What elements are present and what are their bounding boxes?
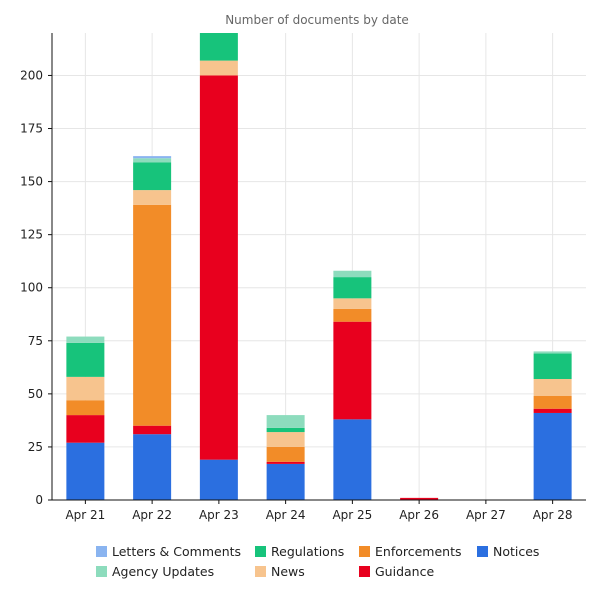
x-tick-label: Apr 21: [65, 508, 105, 522]
gridlines: [52, 33, 586, 500]
bar-segment-guidance: [66, 415, 105, 443]
legend-swatch: [359, 566, 370, 577]
y-tick-label: 175: [20, 122, 43, 136]
legend-item[interactable]: Guidance: [359, 564, 434, 579]
legend-item[interactable]: News: [255, 564, 305, 579]
legend-item[interactable]: Enforcements: [359, 544, 462, 559]
legend-label: Letters & Comments: [112, 544, 241, 559]
bar-segment-regulations: [133, 162, 172, 191]
bar-segment-regulations: [266, 427, 305, 433]
bar-segment-guidance: [400, 497, 439, 500]
legend: Letters & Comments Regulations Enforcement…: [96, 544, 539, 579]
bar-segment-guidance: [533, 408, 572, 413]
legend-label: Agency Updates: [112, 564, 214, 579]
tick-labels: 0 25 50 75 100 125 150 175 200 Apr 21 Apr 22 Apr 23…: [20, 68, 572, 522]
legend-label: Enforcements: [375, 544, 462, 559]
bar-segment-agency-updates: [266, 415, 305, 428]
legend-swatch: [477, 546, 488, 557]
legend-swatch: [255, 546, 266, 557]
legend-item[interactable]: Regulations: [255, 544, 344, 559]
legend-swatch: [359, 546, 370, 557]
y-tick-label: 150: [20, 175, 43, 189]
bar-segment-news: [199, 60, 238, 76]
x-tick-label: Apr 27: [466, 508, 506, 522]
x-tick-label: Apr 24: [266, 508, 306, 522]
bar-segment-notices: [333, 419, 372, 500]
chart-title: Number of documents by date: [225, 13, 409, 27]
bar-segment-enforcements: [266, 446, 305, 462]
bar-segment-news: [533, 379, 572, 396]
legend-label: News: [271, 564, 305, 579]
y-tick-label: 200: [20, 68, 43, 82]
x-tick-label: Apr 26: [399, 508, 439, 522]
bar-segment-guidance: [199, 75, 238, 460]
bar-segment-guidance: [133, 425, 172, 435]
bar-segment-news: [333, 298, 372, 309]
bar-segment-news: [133, 190, 172, 205]
bar-segment-news: [266, 432, 305, 447]
bar-segment-agency-updates: [66, 336, 105, 343]
y-tick-label: 100: [20, 281, 43, 295]
legend-label: Notices: [493, 544, 539, 559]
legend-label: Regulations: [271, 544, 344, 559]
legend-item[interactable]: Agency Updates: [96, 564, 214, 579]
bar-segment-enforcements: [66, 400, 105, 416]
x-tick-label: Apr 22: [132, 508, 172, 522]
x-tick-label: Apr 28: [533, 508, 573, 522]
y-tick-label: 125: [20, 228, 43, 242]
bar-segment-enforcements: [133, 204, 172, 426]
y-tick-label: 75: [28, 334, 43, 348]
x-tick-label: Apr 23: [199, 508, 239, 522]
bar-segment-agency-updates: [533, 351, 572, 354]
x-tick-label: Apr 25: [332, 508, 372, 522]
bar-segment-regulations: [199, 33, 238, 61]
bar-segment-news: [66, 376, 105, 401]
bar-segment-regulations: [533, 353, 572, 380]
bar-segment-notices: [199, 459, 238, 500]
legend-swatch: [255, 566, 266, 577]
legend-item[interactable]: Letters & Comments: [96, 544, 241, 559]
bar-segment-enforcements: [333, 308, 372, 322]
bars: [66, 33, 572, 500]
bar-segment-regulations: [333, 277, 372, 299]
bar-segment-enforcements: [533, 395, 572, 409]
bar-segment-notices: [133, 434, 172, 500]
legend-item[interactable]: Notices: [477, 544, 539, 559]
bar-segment-notices: [66, 442, 105, 500]
bar-segment-notices: [266, 463, 305, 500]
bar-segment-guidance: [266, 461, 305, 464]
y-tick-label: 50: [28, 387, 43, 401]
bar-segment-agency-updates: [333, 270, 372, 278]
bar-segment-guidance: [333, 321, 372, 420]
y-tick-label: 0: [35, 493, 43, 507]
legend-swatch: [96, 566, 107, 577]
bar-segment-letters-comments: [133, 156, 172, 159]
y-tick-label: 25: [28, 440, 43, 454]
bar-segment-regulations: [66, 342, 105, 377]
bar-segment-agency-updates: [133, 158, 172, 163]
axes: [48, 33, 586, 504]
legend-swatch: [96, 546, 107, 557]
legend-label: Guidance: [375, 564, 434, 579]
bar-segment-notices: [533, 412, 572, 500]
